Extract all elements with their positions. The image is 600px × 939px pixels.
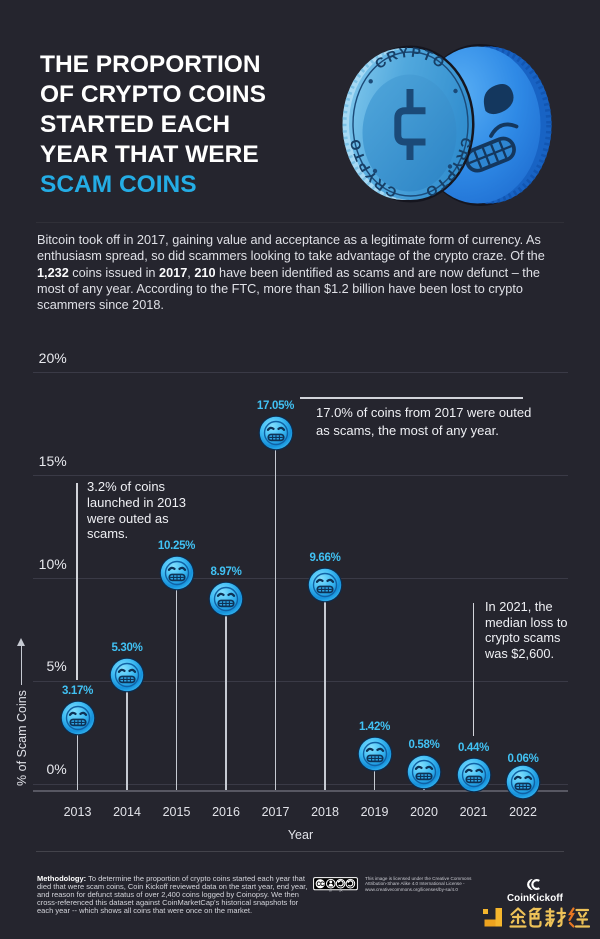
svg-text:BY: BY: [329, 888, 333, 891]
svg-text:SA: SA: [339, 888, 343, 891]
svg-text:CC: CC: [317, 881, 326, 887]
